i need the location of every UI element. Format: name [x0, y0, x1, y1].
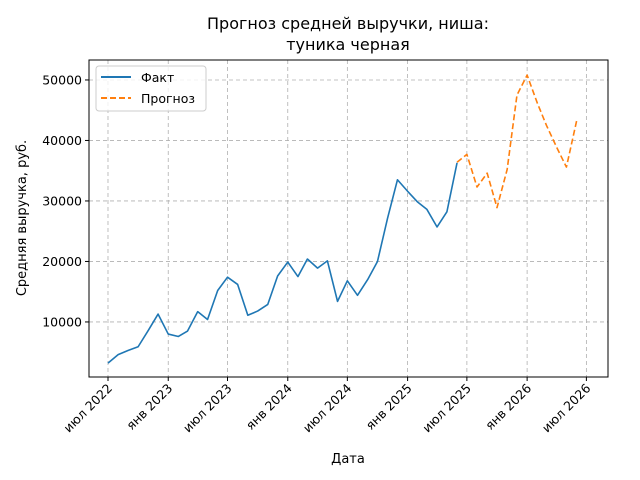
y-axis-label: Средняя выручка, руб.: [15, 140, 30, 296]
plot-area-frame: [88, 59, 609, 378]
y-axis: 10000 20000 30000 40000 50000: [42, 72, 89, 329]
series-line-fact: [107, 162, 458, 364]
y-tick-label: 20000: [42, 254, 82, 269]
chart-title-line-1: Прогноз средней выручки, ниша:: [207, 14, 489, 33]
legend-label-fact: Факт: [141, 70, 174, 85]
y-tick-label: 10000: [42, 314, 82, 329]
y-tick-label: 50000: [42, 72, 82, 87]
y-tick-label: 30000: [42, 193, 82, 208]
series-line-forecast: [456, 74, 578, 209]
chart-title-line-2: туника черная: [286, 35, 410, 54]
legend: Факт Прогноз: [95, 65, 207, 112]
series-layer: [107, 74, 578, 364]
legend-label-forecast: Прогноз: [141, 91, 195, 106]
x-axis-label: Дата: [331, 452, 365, 467]
y-tick-label: 40000: [42, 133, 82, 148]
grid: [89, 60, 608, 377]
